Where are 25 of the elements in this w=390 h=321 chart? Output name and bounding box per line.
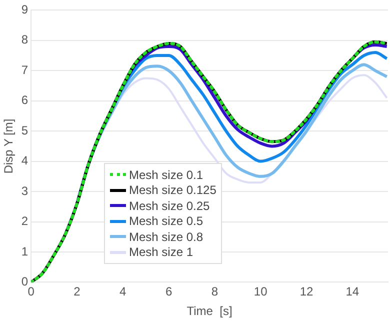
x-tick-label: 12: [300, 284, 314, 299]
x-tick-label: 6: [165, 284, 172, 299]
y-tick-label: 3: [21, 184, 28, 198]
legend-label: Mesh size 0.8: [129, 230, 204, 244]
x-tick-label: 4: [120, 284, 127, 299]
y-tick-label: 0: [21, 274, 28, 289]
x-axis-title: Time [s]: [186, 304, 232, 318]
x-tick-label: 14: [346, 284, 360, 299]
y-tick-label: 8: [21, 32, 28, 47]
legend-label: Mesh size 1: [129, 245, 194, 260]
legend-label: Mesh size 0.1: [129, 168, 204, 182]
x-tick-label: 2: [74, 284, 81, 299]
y-tick-label: 5: [21, 123, 28, 138]
y-tick-label: 9: [21, 2, 28, 17]
legend-label: Mesh size 0.25: [129, 198, 210, 213]
x-tick-label: 10: [254, 284, 268, 299]
x-tick-label: 8: [211, 284, 218, 299]
legend-label: Mesh size 0.125: [129, 183, 216, 198]
y-axis-title: Disp Y [m]: [2, 118, 16, 174]
y-tick-label: 2: [21, 214, 28, 228]
legend-label: Mesh size 0.5: [129, 214, 204, 228]
y-tick-label: 4: [21, 154, 28, 168]
y-tick-label: 7: [21, 62, 28, 77]
y-tick-label: 1: [21, 244, 28, 258]
y-tick-label: 6: [21, 93, 28, 108]
